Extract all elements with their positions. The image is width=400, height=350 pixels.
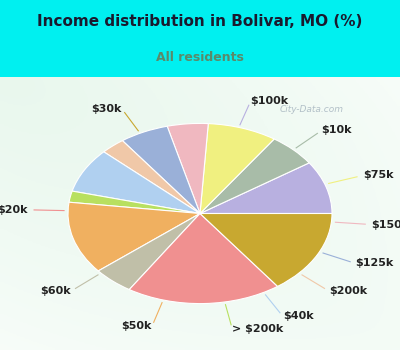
Text: $200k: $200k: [329, 286, 367, 296]
Text: City-Data.com: City-Data.com: [280, 105, 344, 114]
Wedge shape: [200, 163, 332, 214]
Wedge shape: [69, 191, 200, 214]
Wedge shape: [200, 139, 309, 214]
Text: $125k: $125k: [356, 259, 394, 268]
Wedge shape: [129, 214, 278, 303]
Wedge shape: [98, 214, 200, 289]
Wedge shape: [72, 152, 200, 214]
Wedge shape: [104, 141, 200, 214]
Wedge shape: [122, 126, 200, 214]
Text: $20k: $20k: [0, 205, 28, 215]
Wedge shape: [200, 214, 332, 286]
Text: All residents: All residents: [156, 51, 244, 64]
Text: Income distribution in Bolivar, MO (%): Income distribution in Bolivar, MO (%): [37, 14, 363, 29]
Wedge shape: [68, 202, 200, 271]
Wedge shape: [200, 124, 274, 214]
Text: $50k: $50k: [122, 321, 152, 331]
Text: $150k: $150k: [371, 219, 400, 230]
Text: $60k: $60k: [40, 286, 71, 296]
Text: > $200k: > $200k: [232, 324, 284, 334]
Wedge shape: [167, 124, 208, 214]
Text: $40k: $40k: [283, 312, 314, 321]
Text: $30k: $30k: [92, 104, 122, 114]
Text: $10k: $10k: [322, 126, 352, 135]
Text: $75k: $75k: [363, 170, 393, 181]
Text: $100k: $100k: [250, 96, 289, 106]
